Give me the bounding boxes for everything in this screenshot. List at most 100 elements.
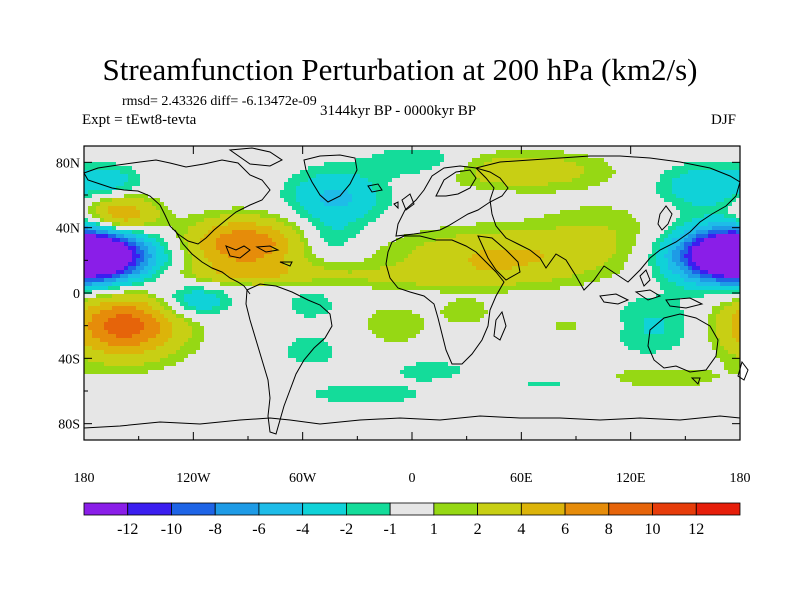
- field-cell: [732, 170, 737, 175]
- field-cell: [152, 230, 157, 235]
- field-cell: [104, 198, 109, 203]
- field-cell: [644, 250, 649, 255]
- field-cell: [420, 214, 425, 219]
- field-cell: [468, 258, 473, 263]
- field-cell: [296, 250, 301, 255]
- field-cell: [708, 210, 713, 215]
- field-cell: [268, 262, 273, 267]
- field-cell: [456, 246, 461, 251]
- field-cell: [532, 258, 537, 263]
- field-cell: [632, 170, 637, 175]
- field-cell: [380, 150, 385, 155]
- field-cell: [336, 214, 341, 219]
- field-cell: [544, 250, 549, 255]
- field-cell: [680, 174, 685, 179]
- field-cell: [488, 146, 493, 151]
- field-cell: [656, 198, 661, 203]
- field-cell: [580, 198, 585, 203]
- field-cell: [732, 162, 737, 167]
- field-cell: [476, 182, 481, 187]
- field-cell: [420, 194, 425, 199]
- field-cell: [572, 166, 577, 171]
- field-cell: [528, 242, 533, 247]
- period-label: 3144kyr BP - 0000kyr BP: [320, 103, 477, 119]
- field-cell: [240, 258, 245, 263]
- field-cell: [692, 242, 697, 247]
- field-cell: [260, 238, 265, 243]
- field-cell: [188, 158, 193, 163]
- field-cell: [560, 178, 565, 183]
- field-cell: [244, 186, 249, 191]
- field-cell: [240, 190, 245, 195]
- field-cell: [664, 150, 669, 155]
- field-cell: [556, 254, 561, 259]
- field-cell: [552, 202, 557, 207]
- field-cell: [368, 234, 373, 239]
- field-cell: [716, 206, 721, 211]
- field-cell: [392, 226, 397, 231]
- field-cell: [516, 190, 521, 195]
- field-cell: [276, 186, 281, 191]
- field-cell: [684, 214, 689, 219]
- field-cell: [492, 254, 497, 259]
- field-cell: [312, 234, 317, 239]
- field-cell: [284, 250, 289, 255]
- field-cell: [572, 262, 577, 267]
- field-cell: [296, 226, 301, 231]
- field-cell: [696, 158, 701, 163]
- field-cell: [528, 214, 533, 219]
- field-cell: [324, 258, 329, 263]
- field-cell: [184, 206, 189, 211]
- field-cell: [652, 150, 657, 155]
- field-cell: [576, 202, 581, 207]
- field-cell: [344, 258, 349, 263]
- field-cell: [268, 182, 273, 187]
- field-cell: [520, 246, 525, 251]
- field-cell: [348, 162, 353, 167]
- field-cell: [144, 158, 149, 163]
- field-cell: [576, 174, 581, 179]
- field-cell: [184, 258, 189, 263]
- field-cell: [176, 258, 181, 263]
- field-cell: [120, 150, 125, 155]
- field-cell: [632, 178, 637, 183]
- field-cell: [616, 230, 621, 235]
- field-cell: [472, 242, 477, 247]
- field-cell: [580, 230, 585, 235]
- field-cell: [124, 266, 129, 271]
- field-cell: [704, 242, 709, 247]
- field-cell: [464, 154, 469, 159]
- field-cell: [684, 222, 689, 227]
- field-cell: [568, 190, 573, 195]
- field-cell: [516, 206, 521, 211]
- field-cell: [440, 230, 445, 235]
- field-cell: [620, 178, 625, 183]
- field-cell: [716, 218, 721, 223]
- field-cell: [708, 186, 713, 191]
- field-cell: [632, 186, 637, 191]
- field-cell: [644, 154, 649, 159]
- field-cell: [624, 226, 629, 231]
- field-cell: [696, 190, 701, 195]
- field-cell: [636, 170, 641, 175]
- field-cell: [692, 234, 697, 239]
- field-cell: [508, 210, 513, 215]
- field-cell: [688, 210, 693, 215]
- field-cell: [680, 162, 685, 167]
- field-cell: [392, 154, 397, 159]
- field-cell: [308, 154, 313, 159]
- field-cell: [544, 150, 549, 155]
- field-cell: [520, 238, 525, 243]
- field-cell: [148, 238, 153, 243]
- field-cell: [708, 198, 713, 203]
- field-cell: [572, 254, 577, 259]
- field-cell: [736, 202, 741, 207]
- field-cell: [716, 230, 721, 235]
- field-cell: [424, 202, 429, 207]
- field-cell: [348, 198, 353, 203]
- field-cell: [88, 170, 93, 175]
- field-cell: [720, 150, 725, 155]
- field-cell: [572, 186, 577, 191]
- field-cell: [372, 254, 377, 259]
- field-cell: [680, 242, 685, 247]
